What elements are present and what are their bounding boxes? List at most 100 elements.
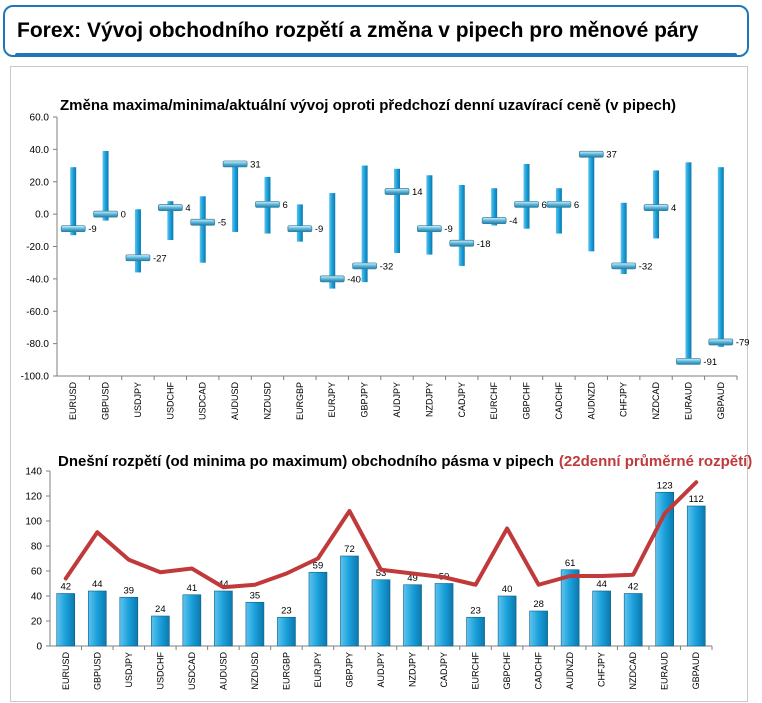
bar-value-label: 35 [250,590,261,601]
bar-value-label: 72 [344,544,355,555]
range-bar-today [87,590,107,647]
current-value-label: 14 [412,187,423,198]
range-bar-today [403,584,422,647]
bar-chart-ytick-label: 140 [25,467,42,478]
range-chart-category-label: CADCHF [554,381,564,419]
range-bar [685,162,692,362]
bar-chart-ytick-label: 20 [31,617,43,628]
current-marker [352,262,377,270]
range-bar [588,152,595,252]
bar-chart-category-label: GBPJPY [344,652,354,688]
title-box: Forex: Vývoj obchodního rozpětí a změna … [3,5,749,57]
range-chart-category-label: EURCHF [489,381,499,419]
bar-chart-ytick-label: 120 [25,492,42,503]
bar-value-label: 44 [218,579,229,590]
current-value-label: 4 [185,203,190,214]
current-value-label: 6 [542,200,547,211]
range-bar-today [560,569,580,647]
bar-value-label: 44 [92,579,103,590]
current-marker [611,262,637,270]
current-marker [578,150,604,158]
page-title: Forex: Vývoj obchodního rozpětí a změna … [17,19,699,42]
current-marker [125,254,151,262]
current-value-label: -18 [477,239,491,250]
current-marker [417,225,442,233]
range-bar [491,188,498,226]
range-bar [394,168,400,253]
bar-value-label: 49 [407,573,418,584]
bar-chart-category-label: AUDJPY [376,652,386,688]
range-bar-today [182,594,202,647]
bar-value-label: 39 [124,585,135,596]
range-chart-ytick-label: -100.0 [21,372,50,383]
current-value-label: -32 [380,261,394,272]
bar-chart-category-label: GBPCHF [502,652,512,690]
range-bar-today [119,596,139,647]
bar-value-label: 24 [155,604,166,615]
bar-value-label: 44 [596,579,607,590]
range-chart-ytick-label: -80.0 [26,339,49,350]
bar-chart-category-label: USDCHF [155,651,165,689]
bar-value-label: 42 [628,582,639,593]
current-value-label: 6 [574,200,579,211]
bar-chart-ytick-label: 60 [31,567,43,578]
range-chart-category-label: EURJPY [327,382,337,418]
bar-chart-category-label: CHFJPY [597,652,607,687]
current-value-label: -32 [639,261,653,272]
charts-panel [10,66,748,702]
current-value-label: -91 [703,357,717,368]
bar-value-label: 41 [187,583,198,594]
average-range-line [63,480,699,590]
bar-chart-category-label: NZDUSD [250,652,260,690]
current-marker [287,225,313,233]
bar-chart-category-label: USDJPY [124,652,134,688]
bar-value-label: 53 [376,568,387,579]
range-bar-today [371,579,391,647]
current-marker [546,201,572,208]
range-chart-ytick-label: -60.0 [26,307,49,318]
range-chart-category-label: EURUSD [68,382,78,421]
current-value-label: -4 [509,216,517,227]
bar-chart-category-label: AUDNZD [565,652,575,690]
bar-chart-title: Dnešní rozpětí (od minima po maximum) ob… [58,453,752,470]
bar-value-label: 23 [470,605,481,616]
current-value-label: 37 [606,150,617,161]
bar-chart-category-label: CADJPY [439,652,449,688]
range-chart-ytick-label: 20.0 [30,177,50,188]
range-chart-category-label: AUDUSD [230,382,240,421]
range-chart-category-label: AUDNZD [586,382,596,420]
bar-chart-category-label: NZDJPY [408,652,418,687]
bar-chart-ytick-label: 100 [25,517,42,528]
range-bar [134,209,141,273]
current-value-label: 6 [282,200,287,211]
range-chart-category-label: EURAUD [683,382,693,421]
range-bar-today [308,571,328,647]
title-underline [15,53,737,57]
current-marker [676,358,701,365]
current-marker [190,218,216,226]
range-bar-today [151,615,170,647]
range-bar-today [340,555,359,647]
range-bar [555,188,562,234]
current-value-label: 31 [250,159,261,170]
range-bar [232,162,239,232]
range-bar [199,196,206,263]
range-chart-category-label: GBPCHF [522,382,532,420]
range-chart-category-label: CADJPY [457,382,467,418]
current-marker [319,275,345,283]
bar-value-label: 59 [313,560,324,571]
bar-chart-category-label: EURCHF [471,651,481,689]
range-bar-today [245,601,265,647]
range-chart-category-label: USDCHF [165,381,175,419]
range-bar-today [434,583,454,647]
range-bar-today [497,595,517,647]
bar-chart-ytick-label: 0 [36,642,42,653]
range-bar-today [56,593,76,647]
range-chart-category-label: EURGBP [295,382,305,420]
range-bar [717,167,724,347]
current-value-label: -9 [315,224,323,235]
bar-value-label: 61 [565,558,576,569]
range-chart-category-label: GBPUSD [101,382,111,421]
current-marker [222,160,248,168]
current-marker [93,210,118,218]
